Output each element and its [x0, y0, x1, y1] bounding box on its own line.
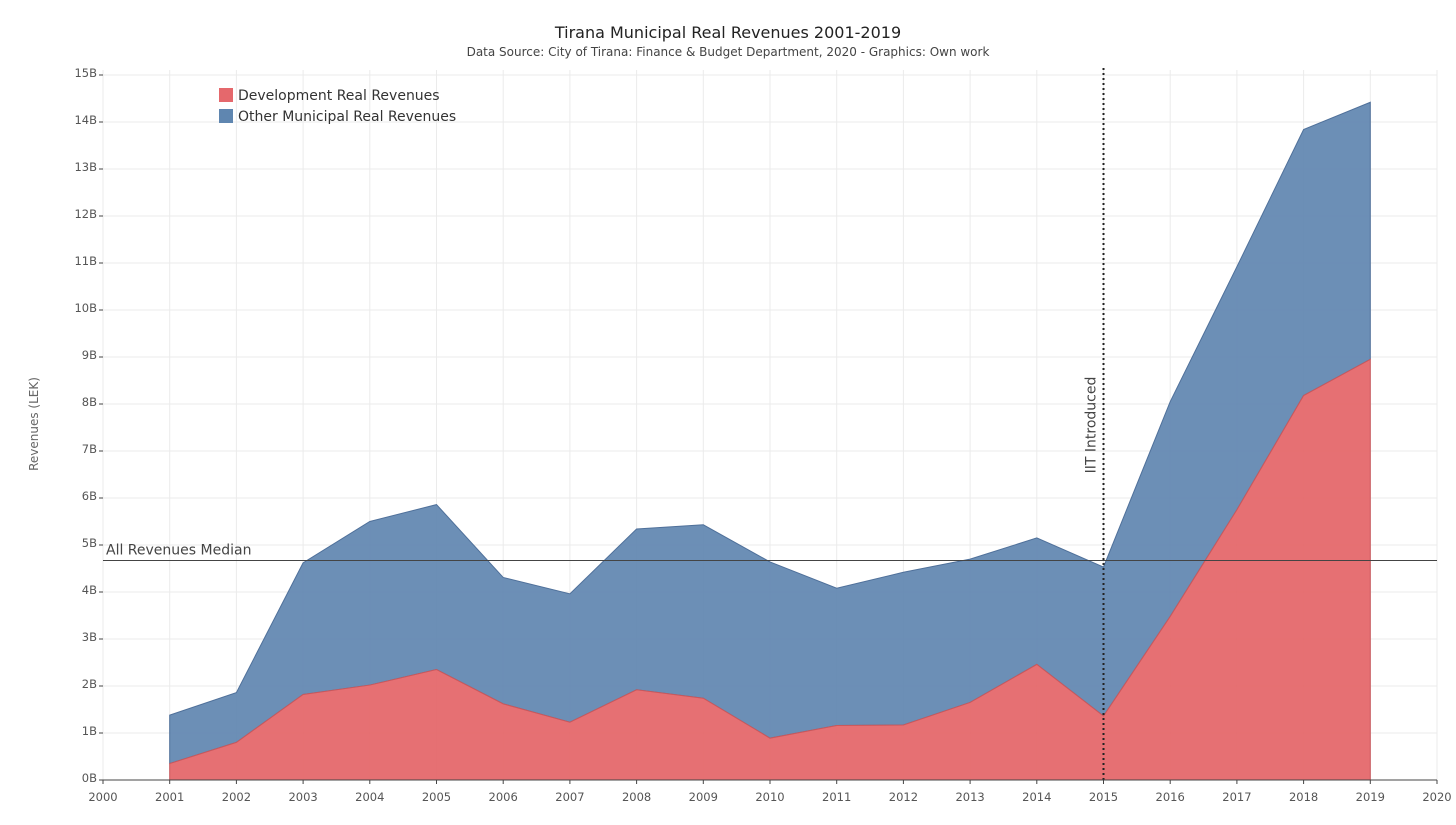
x-tick-label: 2007 [555, 790, 584, 804]
stacked-areas [169, 101, 1371, 781]
axes: 2000 2001 2002 2003 2004 2005 2006 2007 2008 2009… [74, 66, 1451, 804]
y-tick-label: 2B [82, 677, 97, 691]
x-tick-label: 2010 [755, 790, 784, 804]
x-tick-label: 2002 [222, 790, 251, 804]
y-tick-label: 1B [82, 724, 97, 738]
y-tick-label: 14B [74, 113, 97, 127]
y-tick-label: 7B [82, 442, 97, 456]
y-tick-label: 11B [74, 254, 97, 268]
x-tick-label: 2019 [1356, 790, 1385, 804]
x-tick-label: 2004 [355, 790, 384, 804]
x-tick-label: 2015 [1089, 790, 1118, 804]
y-tick-label: 15B [74, 66, 97, 80]
y-axis-label: Revenues (LEK) [27, 377, 41, 471]
y-tick-label: 10B [74, 301, 97, 315]
chart-title: Tirana Municipal Real Revenues 2001-2019 [554, 23, 901, 42]
legend-label-development: Development Real Revenues [238, 88, 440, 104]
median-label: All Revenues Median [106, 543, 251, 559]
area-development-revenues [169, 358, 1371, 781]
y-tick-label: 3B [82, 630, 97, 644]
y-tick-label: 9B [82, 348, 97, 362]
y-tick-label: 6B [82, 489, 97, 503]
x-tick-label: 2018 [1289, 790, 1318, 804]
legend: Development Real Revenues Other Municipa… [219, 88, 456, 125]
x-tick-label: 2001 [155, 790, 184, 804]
y-tick-label: 4B [82, 583, 97, 597]
x-tick-label: 2011 [822, 790, 851, 804]
legend-swatch-other [219, 109, 233, 123]
x-tick-label: 2005 [422, 790, 451, 804]
x-tick-label: 2017 [1222, 790, 1251, 804]
x-tick-label: 2006 [489, 790, 518, 804]
x-tick-label: 2009 [689, 790, 718, 804]
y-tick-label: 5B [82, 536, 97, 550]
x-tick-label: 2020 [1422, 790, 1451, 804]
x-tick-label: 2016 [1156, 790, 1185, 804]
y-tick-label: 12B [74, 207, 97, 221]
y-tick-label: 0B [82, 771, 97, 785]
x-tick-label: 2000 [88, 790, 117, 804]
x-tick-label: 2003 [288, 790, 317, 804]
x-tick-label: 2014 [1022, 790, 1051, 804]
y-tick-label: 8B [82, 395, 97, 409]
chart-subtitle: Data Source: City of Tirana: Finance & B… [467, 45, 990, 59]
iit-introduced-label: IIT Introduced [1084, 377, 1100, 474]
legend-swatch-development [219, 88, 233, 102]
x-tick-label: 2008 [622, 790, 651, 804]
legend-label-other: Other Municipal Real Revenues [238, 109, 456, 125]
x-tick-label: 2012 [889, 790, 918, 804]
y-tick-label: 13B [74, 160, 97, 174]
x-tick-label: 2013 [955, 790, 984, 804]
annotations: All Revenues Median IIT Introduced [103, 68, 1437, 780]
